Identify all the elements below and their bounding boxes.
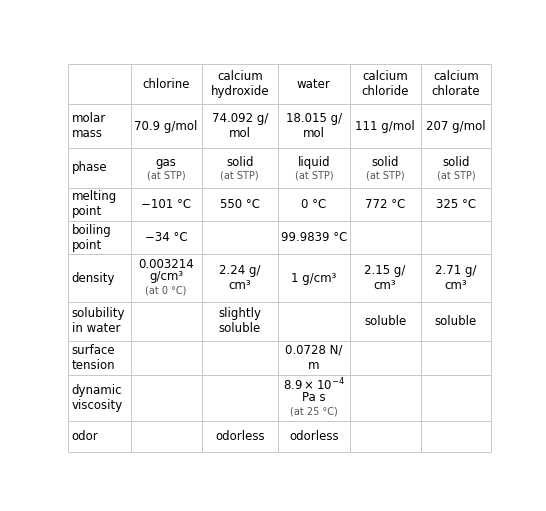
Text: odorless: odorless xyxy=(215,430,265,443)
Text: 18.015 g/
mol: 18.015 g/ mol xyxy=(286,112,342,140)
Text: 0.0728 N/
m: 0.0728 N/ m xyxy=(285,344,342,372)
Text: 550 °C: 550 °C xyxy=(220,198,260,211)
Text: phase: phase xyxy=(72,161,107,174)
Text: 70.9 g/mol: 70.9 g/mol xyxy=(134,120,198,132)
Text: cm³: cm³ xyxy=(228,280,251,292)
Text: $8.9\times10^{-4}$: $8.9\times10^{-4}$ xyxy=(283,376,345,393)
Text: (at STP): (at STP) xyxy=(294,171,333,181)
Text: slightly
soluble: slightly soluble xyxy=(218,307,262,335)
Text: boiling
point: boiling point xyxy=(72,224,111,251)
Text: solid: solid xyxy=(371,156,399,169)
Text: solid: solid xyxy=(442,156,470,169)
Text: calcium
chlorate: calcium chlorate xyxy=(432,71,480,98)
Text: Pa s: Pa s xyxy=(302,391,325,404)
Text: solid: solid xyxy=(226,156,253,169)
Text: gas: gas xyxy=(156,156,176,169)
Text: soluble: soluble xyxy=(364,315,406,328)
Text: odorless: odorless xyxy=(289,430,339,443)
Text: liquid: liquid xyxy=(298,156,330,169)
Text: 0 °C: 0 °C xyxy=(301,198,327,211)
Text: 2.71 g/: 2.71 g/ xyxy=(435,264,477,277)
Text: g/cm³: g/cm³ xyxy=(149,270,183,283)
Text: density: density xyxy=(72,272,115,285)
Text: (at STP): (at STP) xyxy=(437,171,476,181)
Text: 0.003214: 0.003214 xyxy=(138,258,194,271)
Text: 207 g/mol: 207 g/mol xyxy=(426,120,486,132)
Text: dynamic
viscosity: dynamic viscosity xyxy=(72,384,123,412)
Text: 111 g/mol: 111 g/mol xyxy=(355,120,415,132)
Text: (at 0 °C): (at 0 °C) xyxy=(145,286,187,295)
Text: (at STP): (at STP) xyxy=(366,171,405,181)
Text: molar
mass: molar mass xyxy=(72,112,106,140)
Text: 2.24 g/: 2.24 g/ xyxy=(219,264,260,277)
Text: 772 °C: 772 °C xyxy=(365,198,405,211)
Text: cm³: cm³ xyxy=(374,280,396,292)
Text: (at STP): (at STP) xyxy=(147,171,186,181)
Text: solubility
in water: solubility in water xyxy=(72,307,125,335)
Text: calcium
chloride: calcium chloride xyxy=(361,71,409,98)
Text: 1 g/cm³: 1 g/cm³ xyxy=(291,272,336,285)
Text: cm³: cm³ xyxy=(444,280,467,292)
Text: calcium
hydroxide: calcium hydroxide xyxy=(210,71,269,98)
Text: 325 °C: 325 °C xyxy=(436,198,476,211)
Text: chlorine: chlorine xyxy=(143,78,190,91)
Text: odor: odor xyxy=(72,430,98,443)
Text: 2.15 g/: 2.15 g/ xyxy=(365,264,406,277)
Text: (at STP): (at STP) xyxy=(221,171,259,181)
Text: (at 25 °C): (at 25 °C) xyxy=(290,406,338,416)
Text: −34 °C: −34 °C xyxy=(145,231,187,244)
Text: melting
point: melting point xyxy=(72,190,117,218)
Text: 99.9839 °C: 99.9839 °C xyxy=(281,231,347,244)
Text: surface
tension: surface tension xyxy=(72,344,115,372)
Text: 74.092 g/
mol: 74.092 g/ mol xyxy=(212,112,268,140)
Text: soluble: soluble xyxy=(435,315,477,328)
Text: −101 °C: −101 °C xyxy=(141,198,191,211)
Text: water: water xyxy=(297,78,331,91)
